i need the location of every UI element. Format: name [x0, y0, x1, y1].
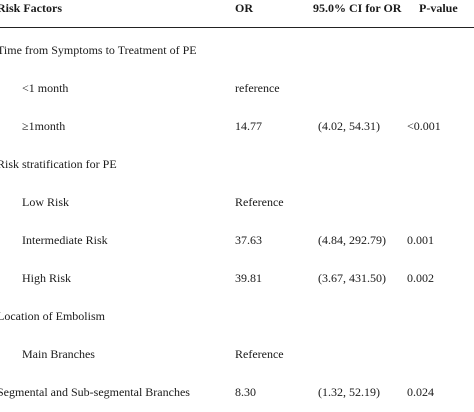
p-value-cell: <0.001: [407, 119, 441, 133]
header-p-value: P-value: [419, 1, 458, 15]
table-row: High Risk 39.81 (3.67, 431.50) 0.002: [0, 260, 474, 298]
risk-factor-cell: High Risk: [22, 271, 72, 285]
risk-factor-cell: Risk stratification for PE: [0, 157, 117, 171]
ci-cell: (4.84, 292.79): [318, 233, 386, 247]
header-ci: 95.0% CI for OR: [313, 1, 402, 15]
header-or: OR: [235, 1, 253, 15]
risk-factor-cell: ≥1month: [22, 119, 66, 133]
risk-factor-cell: Location of Embolism: [0, 309, 105, 323]
ci-cell: (3.67, 431.50): [318, 271, 386, 285]
table-row: Location of Embolism: [0, 298, 474, 336]
table-row: Intermediate Risk 37.63 (4.84, 292.79) 0.00…: [0, 222, 474, 260]
risk-factor-cell: Main Branches: [22, 347, 95, 361]
risk-factor-cell: <1 month: [22, 81, 69, 95]
or-cell: Reference: [235, 195, 284, 209]
or-cell: 14.77: [235, 119, 262, 133]
risk-factor-cell: Low Risk: [22, 195, 70, 209]
p-value-cell: 0.001: [407, 233, 434, 247]
table-row: <1 month reference: [0, 70, 474, 108]
header-risk-factors: Risk Factors: [0, 1, 62, 15]
or-cell: 8.30: [235, 385, 256, 399]
ci-cell: (1.32, 52.19): [318, 385, 380, 399]
or-cell: reference: [235, 81, 280, 95]
table-header: Risk Factors OR 95.0% CI for OR P-value: [0, 0, 474, 28]
table-row: Risk stratification for PE: [0, 146, 474, 184]
table-body: Time from Symptoms to Treatment of PE <1 …: [0, 32, 474, 412]
table-row: Time from Symptoms to Treatment of PE: [0, 32, 474, 70]
table-row: Segmental and Sub-segmental Branches 8.30…: [0, 374, 474, 412]
risk-factor-cell: Intermediate Risk: [22, 233, 108, 247]
or-cell: Reference: [235, 347, 284, 361]
or-cell: 37.63: [235, 233, 262, 247]
table-row: ≥1month 14.77 (4.02, 54.31) <0.001: [0, 108, 474, 146]
risk-factor-cell: Segmental and Sub-segmental Branches: [0, 385, 190, 399]
p-value-cell: 0.024: [407, 385, 434, 399]
table-row: Low Risk Reference: [0, 184, 474, 222]
ci-cell: (4.02, 54.31): [318, 119, 380, 133]
or-cell: 39.81: [235, 271, 262, 285]
p-value-cell: 0.002: [407, 271, 434, 285]
risk-factor-cell: Time from Symptoms to Treatment of PE: [0, 43, 197, 57]
table-row: Main Branches Reference: [0, 336, 474, 374]
